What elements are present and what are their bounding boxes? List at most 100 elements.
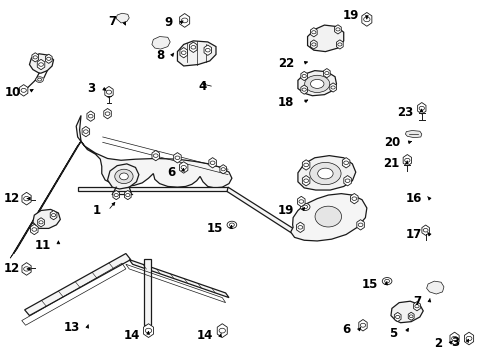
Text: 1: 1 <box>92 204 100 217</box>
Polygon shape <box>179 14 189 27</box>
Polygon shape <box>208 158 216 168</box>
Polygon shape <box>189 42 197 53</box>
Polygon shape <box>29 54 54 73</box>
Text: 11: 11 <box>34 239 51 252</box>
Polygon shape <box>152 150 159 161</box>
Polygon shape <box>310 40 317 49</box>
Polygon shape <box>297 156 355 190</box>
Polygon shape <box>20 85 28 96</box>
Polygon shape <box>449 332 458 345</box>
Polygon shape <box>107 164 139 189</box>
Polygon shape <box>417 103 425 114</box>
Polygon shape <box>297 196 305 207</box>
Text: 9: 9 <box>164 17 172 30</box>
Polygon shape <box>464 332 473 345</box>
Polygon shape <box>143 259 151 325</box>
Polygon shape <box>290 194 366 241</box>
Polygon shape <box>113 190 120 200</box>
Polygon shape <box>302 176 309 186</box>
Polygon shape <box>203 45 211 55</box>
Polygon shape <box>300 85 307 94</box>
Polygon shape <box>14 141 81 253</box>
Polygon shape <box>152 37 170 49</box>
Circle shape <box>226 221 236 228</box>
Text: 19: 19 <box>342 9 358 22</box>
Polygon shape <box>143 324 153 338</box>
Polygon shape <box>310 28 317 37</box>
Polygon shape <box>220 165 226 174</box>
Polygon shape <box>329 83 336 92</box>
Ellipse shape <box>317 168 332 179</box>
Polygon shape <box>38 218 44 227</box>
Polygon shape <box>323 68 329 78</box>
Polygon shape <box>426 281 443 294</box>
Polygon shape <box>50 211 57 220</box>
Polygon shape <box>356 220 364 230</box>
Text: 23: 23 <box>397 106 413 119</box>
Polygon shape <box>124 190 131 200</box>
Text: 4: 4 <box>198 80 206 93</box>
Ellipse shape <box>120 173 128 180</box>
Polygon shape <box>402 154 411 166</box>
Polygon shape <box>24 253 130 316</box>
Ellipse shape <box>310 80 323 88</box>
Polygon shape <box>336 40 343 49</box>
Ellipse shape <box>304 75 329 93</box>
Text: 3: 3 <box>450 336 458 348</box>
Text: 22: 22 <box>278 57 294 70</box>
Text: 16: 16 <box>405 192 421 205</box>
Polygon shape <box>405 131 421 138</box>
Polygon shape <box>296 222 304 233</box>
Polygon shape <box>173 153 181 163</box>
Polygon shape <box>177 41 216 66</box>
Polygon shape <box>342 158 349 168</box>
Polygon shape <box>217 324 227 338</box>
Polygon shape <box>413 302 420 311</box>
Polygon shape <box>78 187 227 192</box>
Polygon shape <box>37 59 45 70</box>
Circle shape <box>300 203 309 211</box>
Text: 8: 8 <box>156 49 164 62</box>
Text: 6: 6 <box>342 323 350 336</box>
Polygon shape <box>307 25 343 51</box>
Text: 19: 19 <box>278 204 294 217</box>
Polygon shape <box>116 13 129 23</box>
Polygon shape <box>343 176 350 186</box>
Polygon shape <box>32 53 39 62</box>
Text: 12: 12 <box>3 192 20 205</box>
Polygon shape <box>393 312 400 321</box>
Text: 2: 2 <box>433 337 442 350</box>
Polygon shape <box>22 192 31 205</box>
Text: 12: 12 <box>3 262 20 275</box>
Text: 21: 21 <box>382 157 398 170</box>
Polygon shape <box>407 312 413 320</box>
Ellipse shape <box>309 162 340 185</box>
Polygon shape <box>421 225 428 235</box>
Polygon shape <box>129 260 228 298</box>
Polygon shape <box>76 116 231 188</box>
Polygon shape <box>33 210 60 228</box>
Text: 15: 15 <box>361 278 378 291</box>
Text: 5: 5 <box>388 327 397 340</box>
Polygon shape <box>82 126 89 137</box>
Text: 10: 10 <box>4 86 21 99</box>
Polygon shape <box>300 71 307 81</box>
Text: 3: 3 <box>87 82 95 95</box>
Ellipse shape <box>38 78 41 81</box>
Text: 18: 18 <box>278 96 294 109</box>
Text: 14: 14 <box>196 329 212 342</box>
Polygon shape <box>104 86 113 98</box>
Polygon shape <box>226 187 292 233</box>
Polygon shape <box>180 48 187 58</box>
Polygon shape <box>179 162 187 173</box>
Polygon shape <box>103 108 111 119</box>
Polygon shape <box>390 301 423 323</box>
Ellipse shape <box>314 206 341 227</box>
Ellipse shape <box>115 169 133 184</box>
Polygon shape <box>297 71 336 96</box>
Polygon shape <box>302 160 309 170</box>
Circle shape <box>382 278 391 285</box>
Text: 17: 17 <box>405 228 421 241</box>
Polygon shape <box>30 224 38 235</box>
Text: 15: 15 <box>206 222 223 235</box>
